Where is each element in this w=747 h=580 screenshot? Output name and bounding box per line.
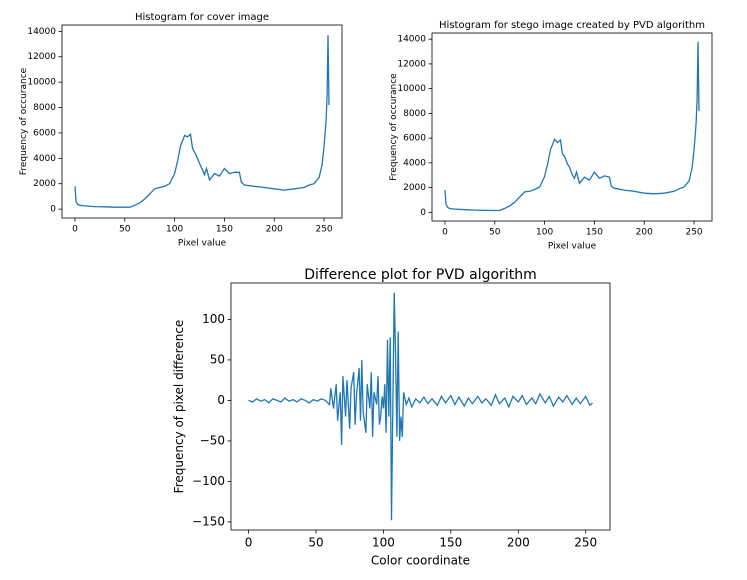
y-tick-label: 14000 [397,35,426,45]
y-axis-label: Frequency of pixel difference [172,320,186,494]
y-tick-label: 8000 [403,109,426,119]
y-axis-label: Frequency of occurance [19,67,29,175]
y-tick-label: 2000 [403,183,426,193]
x-axis-label: Pixel value [178,239,227,249]
data-line [74,35,330,208]
x-tick-label: 250 [315,224,332,234]
x-tick-label: 0 [442,227,448,237]
y-tick-label: −100 [192,474,225,488]
y-tick-label: 8000 [33,103,56,113]
x-tick-label: 200 [507,536,530,550]
y-tick-label: 12000 [397,59,426,69]
y-tick-label: 0 [420,208,426,218]
y-tick-label: 4000 [33,154,56,164]
x-tick-label: 50 [489,227,501,237]
chart-panel: Histogram for cover image 0 50 100 150 200 250… [19,12,343,249]
plot-frame [230,282,611,531]
plot-frame [61,24,343,219]
y-tick-label: 6000 [403,134,426,144]
chart-panel: Difference plot for PVD algorithm 0 50 100 1… [172,267,611,567]
x-tick-label: 200 [266,224,283,234]
y-tick-label: 10000 [397,84,426,94]
x-tick-label: 100 [536,227,553,237]
y-tick-label: 50 [210,352,225,366]
y-tick-label: 10000 [27,78,56,88]
x-tick-label: 150 [216,224,233,234]
y-axis-label: Frequency of occurance [389,73,399,181]
chart-title: Difference plot for PVD algorithm [304,267,536,283]
y-tick-label: 0 [50,205,56,215]
x-axis-label: Color coordinate [371,553,470,567]
x-tick-label: 0 [72,224,78,234]
y-tick-label: 100 [202,312,225,326]
y-tick-label: −50 [200,433,225,447]
y-tick-label: −150 [192,514,225,528]
x-tick-label: 100 [166,224,183,234]
x-tick-label: 0 [245,536,253,550]
chart-panel: Histogram for stego image created by PVD… [389,20,713,252]
y-tick-label: 2000 [33,179,56,189]
chart-title: Histogram for cover image [135,12,269,23]
x-tick-label: 150 [586,227,603,237]
x-tick-label: 100 [372,536,395,550]
x-tick-label: 50 [119,224,131,234]
data-line [248,292,593,521]
y-tick-label: 6000 [33,128,56,138]
y-tick-label: 12000 [27,52,56,62]
x-tick-label: 250 [685,227,702,237]
x-tick-label: 200 [636,227,653,237]
x-tick-label: 250 [574,536,597,550]
x-axis-label: Pixel value [548,242,597,252]
y-tick-label: 14000 [27,27,56,37]
x-tick-label: 50 [308,536,323,550]
data-line [444,41,700,212]
chart-title: Histogram for stego image created by PVD… [439,20,705,31]
y-tick-label: 4000 [403,158,426,168]
plot-frame [431,32,713,222]
x-tick-label: 150 [439,536,462,550]
y-tick-label: 0 [217,393,225,407]
